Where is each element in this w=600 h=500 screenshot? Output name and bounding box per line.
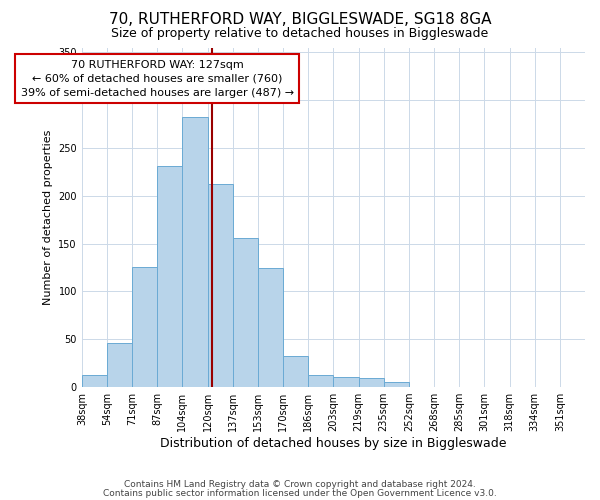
Bar xyxy=(258,268,283,387)
Bar xyxy=(208,184,233,387)
Bar xyxy=(283,356,308,387)
Bar xyxy=(82,374,107,387)
Bar xyxy=(384,382,409,387)
Bar xyxy=(182,118,208,387)
Bar xyxy=(359,378,384,387)
Text: Contains HM Land Registry data © Crown copyright and database right 2024.: Contains HM Land Registry data © Crown c… xyxy=(124,480,476,489)
X-axis label: Distribution of detached houses by size in Biggleswade: Distribution of detached houses by size … xyxy=(160,437,506,450)
Bar xyxy=(132,266,157,387)
Text: Contains public sector information licensed under the Open Government Licence v3: Contains public sector information licen… xyxy=(103,489,497,498)
Bar xyxy=(157,166,182,387)
Bar xyxy=(334,376,359,387)
Bar xyxy=(107,343,132,387)
Bar xyxy=(233,238,258,387)
Text: 70 RUTHERFORD WAY: 127sqm
← 60% of detached houses are smaller (760)
39% of semi: 70 RUTHERFORD WAY: 127sqm ← 60% of detac… xyxy=(21,60,294,98)
Text: Size of property relative to detached houses in Biggleswade: Size of property relative to detached ho… xyxy=(112,28,488,40)
Bar xyxy=(308,374,334,387)
Text: 70, RUTHERFORD WAY, BIGGLESWADE, SG18 8GA: 70, RUTHERFORD WAY, BIGGLESWADE, SG18 8G… xyxy=(109,12,491,28)
Y-axis label: Number of detached properties: Number of detached properties xyxy=(43,130,53,305)
